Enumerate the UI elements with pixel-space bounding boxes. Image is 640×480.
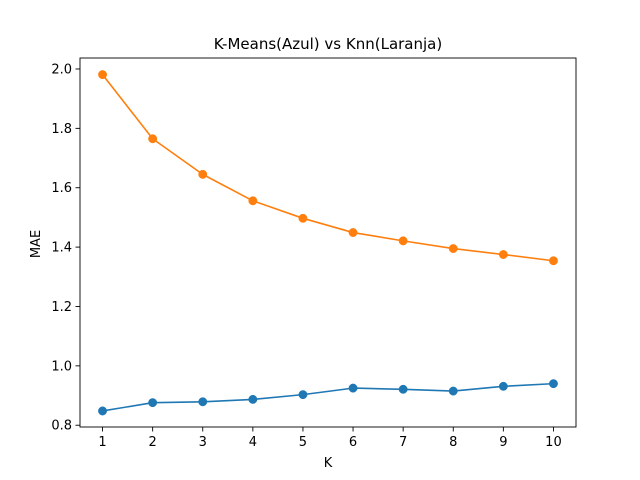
series-2-point-9 bbox=[498, 250, 508, 259]
series-1-point-2 bbox=[148, 398, 158, 408]
series-2-point-5 bbox=[298, 213, 308, 223]
series-1-point-7 bbox=[398, 384, 408, 394]
series-2-point-3 bbox=[198, 169, 208, 179]
series-1-point-10 bbox=[549, 379, 558, 389]
series-1-line bbox=[101, 382, 555, 412]
x-tick-label-3: 3 bbox=[199, 435, 207, 450]
series-1-point-1 bbox=[98, 406, 107, 416]
x-axis-label: K bbox=[324, 456, 333, 471]
y-tick-label-1.8: 1.8 bbox=[51, 122, 72, 137]
x-tick-label-2: 2 bbox=[149, 435, 157, 450]
x-tick-label-6: 6 bbox=[349, 435, 357, 450]
x-tick-label-5: 5 bbox=[299, 435, 307, 450]
x-tick-label-9: 9 bbox=[499, 435, 507, 450]
y-axis-label: MAE bbox=[29, 230, 44, 258]
series-1-point-5 bbox=[298, 390, 308, 400]
series-1-point-8 bbox=[448, 386, 458, 396]
series-2-point-7 bbox=[398, 236, 408, 246]
x-tick-label-10: 10 bbox=[545, 435, 562, 450]
series-2-point-2 bbox=[148, 134, 158, 144]
series-1-point-4 bbox=[248, 394, 258, 404]
axes-frame bbox=[79, 57, 577, 428]
series-2-point-6 bbox=[348, 228, 358, 238]
x-tick-label-7: 7 bbox=[399, 435, 407, 450]
series-1-point-9 bbox=[498, 381, 508, 391]
x-tick-label-4: 4 bbox=[249, 435, 257, 450]
plot-area: 1 2 3 4 5 6 7 8 9 10 0.8 1.0 1.2 1.4 1.6 1.8 2.0 bbox=[51, 57, 577, 450]
y-tick-label-0.8: 0.8 bbox=[51, 419, 72, 434]
y-tick-label-1.0: 1.0 bbox=[51, 359, 72, 374]
series-2-point-1 bbox=[98, 70, 107, 80]
series-2-point-4 bbox=[248, 196, 258, 206]
y-tick-label-1.4: 1.4 bbox=[51, 241, 72, 256]
x-tick-label-1: 1 bbox=[98, 435, 106, 450]
y-tick-label-1.6: 1.6 bbox=[51, 181, 72, 196]
chart-title: K-Means(Azul) vs Knn(Laranja) bbox=[214, 35, 442, 53]
series-1-point-3 bbox=[198, 397, 208, 407]
series-2-point-10 bbox=[549, 256, 558, 266]
series-2-point-8 bbox=[448, 244, 458, 254]
series-1-point-6 bbox=[348, 383, 358, 393]
series-2-line bbox=[101, 73, 555, 262]
y-tick-label-1.2: 1.2 bbox=[51, 300, 72, 315]
y-tick-label-2.0: 2.0 bbox=[51, 62, 72, 77]
x-tick-label-8: 8 bbox=[449, 435, 457, 450]
